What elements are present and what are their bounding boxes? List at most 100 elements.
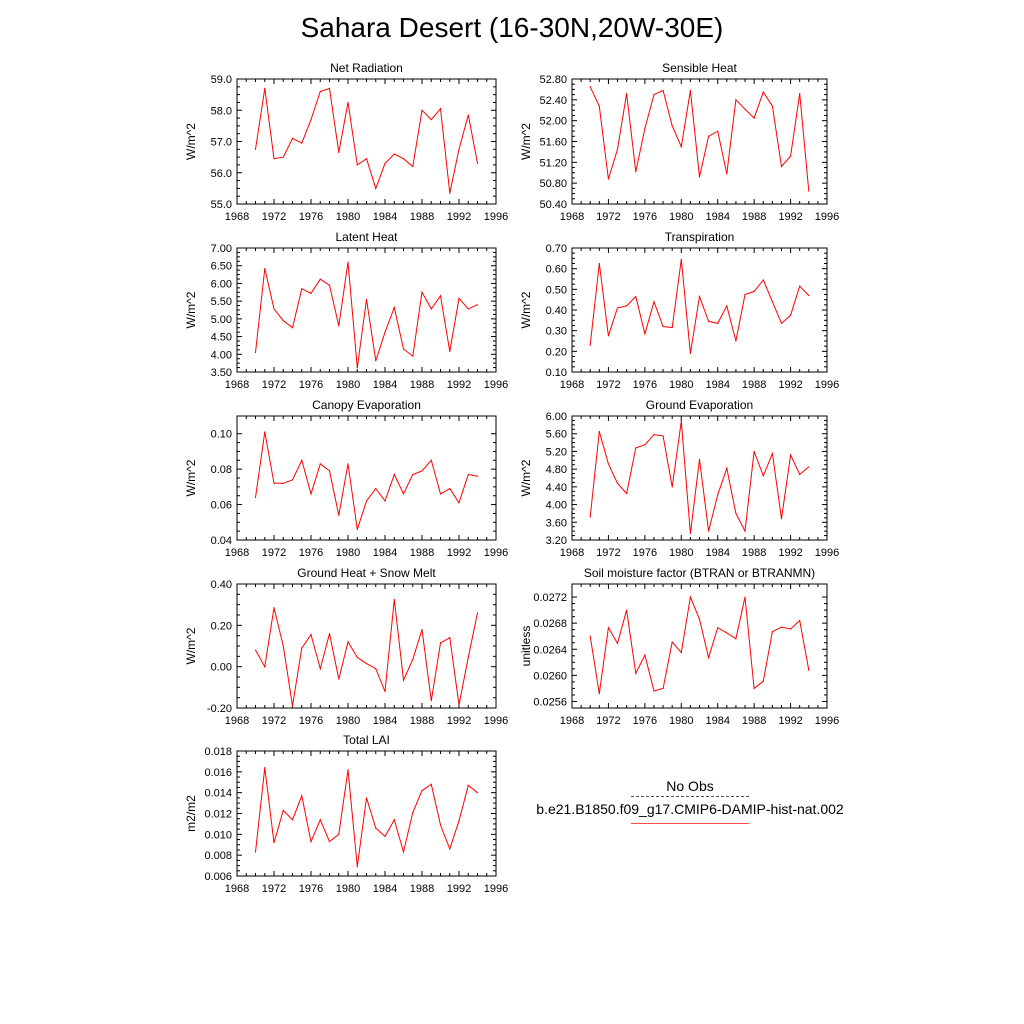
x-tick-label: 1968 [560,211,584,223]
data-point [347,101,349,104]
data-point [771,105,773,107]
x-tick-label: 1992 [778,715,802,727]
y-tick-label: 0.0268 [533,618,567,630]
data-point [680,420,682,422]
data-point [282,645,284,647]
data-point [616,148,619,150]
data-point [771,631,773,633]
x-tick-label: 1972 [596,715,620,727]
data-point [375,668,377,670]
data-point [680,651,682,654]
x-tick-label: 1976 [633,715,657,727]
data-point [291,137,294,139]
data-point [449,637,451,639]
panel-title: Net Radiation [330,61,403,75]
data-point [689,352,691,354]
data-point [726,632,728,634]
data-point [653,94,655,96]
y-tick-label: 0.012 [204,809,232,821]
data-point [717,130,719,132]
data-point [662,89,664,92]
y-tick-label: 0.016 [204,767,232,779]
data-point [689,596,691,598]
x-tick-label: 1988 [742,547,766,559]
data-point [430,459,432,461]
y-axis-label: W/m^2 [184,291,198,328]
data-point [264,767,266,769]
y-tick-label: 0.04 [211,535,232,547]
x-tick-label: 1980 [669,547,693,559]
x-tick-label: 1976 [299,883,323,895]
series-line [589,86,810,192]
x-tick-label: 1968 [225,883,249,895]
data-point [430,700,432,702]
y-axis-label: W/m^2 [184,459,198,496]
data-point [744,596,746,598]
data-point [789,454,792,456]
data-point [393,473,395,476]
y-tick-label: 3.50 [211,367,232,379]
data-point [458,820,460,822]
data-point [698,295,701,298]
series-line [589,595,810,694]
data-point [458,502,460,504]
y-tick-label: 6.50 [211,261,232,273]
data-point [735,99,737,101]
data-point [301,288,303,290]
panel-title: Latent Heat [335,230,398,244]
panel-title: Total LAI [343,733,390,747]
data-point [717,322,719,325]
legend-model-label: b.e21.B1850.f09_g17.CMIP6-DAMIP-hist-nat… [536,801,844,817]
x-tick-label: 1996 [815,547,839,559]
data-point [375,827,377,829]
data-point [282,156,284,158]
data-point [356,528,358,530]
x-tick-label: 1980 [669,211,693,223]
data-point [338,151,340,154]
series-line [589,259,810,354]
data-point [328,284,331,286]
y-axis-label: W/m^2 [519,291,533,328]
data-point [467,114,469,116]
data-point [430,119,432,121]
chart-panel: Sensible Heat 1968 1972 1976 1980 1984 1988 199… [519,61,839,223]
x-tick-label: 1968 [225,211,249,223]
data-point [439,642,442,644]
chart-panel: Ground Evaporation 1968 1972 1976 1980 1984 19… [519,398,839,559]
plot-frame [571,247,828,373]
data-point [319,819,321,821]
data-point [449,848,451,850]
data-point [717,627,719,629]
data-point [635,672,637,675]
data-point [319,668,321,670]
y-tick-label: 0.018 [204,746,232,758]
data-point [264,267,266,270]
x-tick-label: 1988 [742,211,766,223]
x-tick-label: 1976 [299,547,323,559]
data-point [789,155,792,157]
data-point [717,494,719,496]
x-tick-label: 1968 [560,547,584,559]
data-point [735,512,737,515]
data-point [698,618,701,620]
series-line [255,599,478,706]
data-point [653,690,655,692]
x-tick-label: 1996 [484,211,508,223]
y-tick-label: 0.20 [546,346,567,358]
y-tick-label: 52.40 [539,95,567,107]
data-point [644,333,646,335]
data-point [273,482,275,484]
data-point [301,647,303,649]
data-point [607,335,610,337]
x-tick-label: 1984 [705,547,729,559]
data-point [319,463,321,465]
plot-frame [571,583,828,709]
data-point [254,851,257,853]
x-tick-label: 1984 [373,211,397,223]
data-point [671,125,673,127]
y-tick-label: 4.00 [211,349,232,361]
data-point [430,783,432,785]
x-tick-label: 1992 [778,211,802,223]
data-point [735,340,737,342]
data-point [365,662,368,665]
